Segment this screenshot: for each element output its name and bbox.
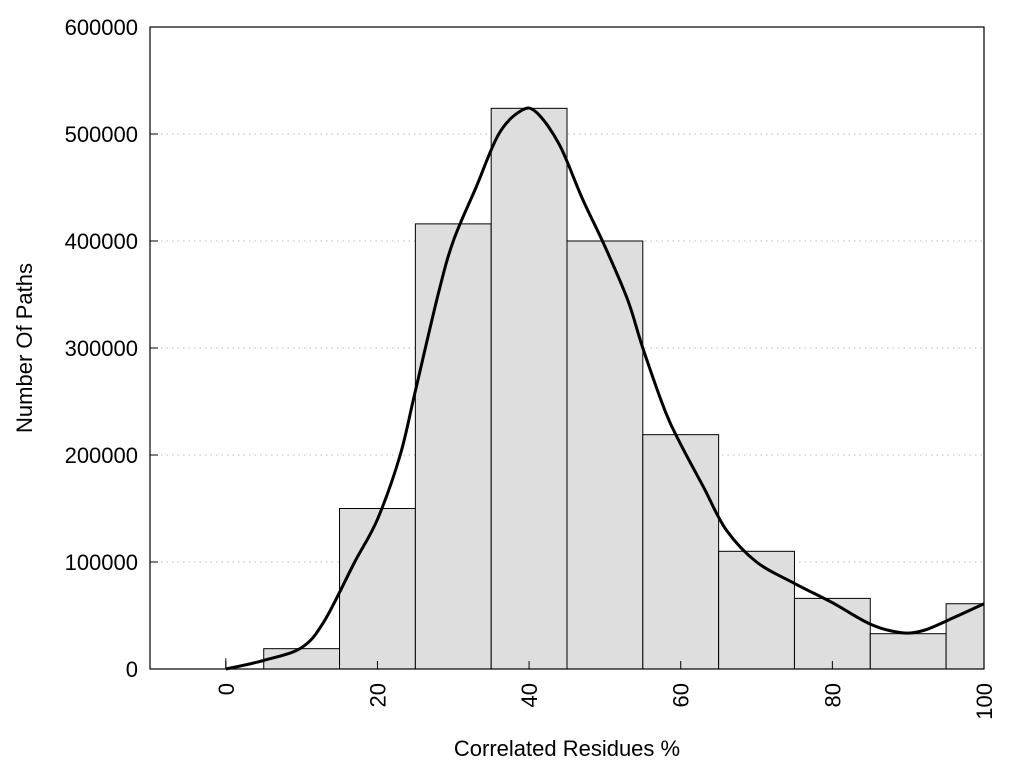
x-axis-label: Correlated Residues % <box>454 736 680 761</box>
x-axis-ticks: 0 20 40 60 80 100 <box>214 661 997 720</box>
density-curve <box>225 106 985 671</box>
bar-60 <box>642 434 720 670</box>
x-tick-label: 60 <box>669 683 694 707</box>
x-tick-label: 0 <box>214 683 239 695</box>
y-tick-label: 100000 <box>65 550 138 575</box>
y-tick-label: 400000 <box>65 229 138 254</box>
y-tick-label: 200000 <box>65 443 138 468</box>
bar-50 <box>566 240 644 670</box>
y-axis-ticks: 0 100000 200000 300000 400000 500000 600000 <box>65 15 158 682</box>
x-tick-label: 20 <box>365 683 390 707</box>
y-tick-label: 600000 <box>65 15 138 40</box>
bar-20 <box>339 508 416 670</box>
grid-lines <box>150 133 984 563</box>
y-tick-label: 500000 <box>65 122 138 147</box>
x-tick-label: 100 <box>972 683 997 720</box>
bar-30 <box>414 223 492 670</box>
y-tick-label: 300000 <box>65 336 138 361</box>
bar-80 <box>793 597 871 670</box>
bar-40 <box>490 107 568 670</box>
bar-90 <box>869 633 947 670</box>
bar-70 <box>718 550 795 670</box>
x-tick-label: 80 <box>820 683 845 707</box>
y-tick-label: 0 <box>126 657 138 682</box>
bars-group <box>225 107 985 670</box>
y-axis-label: Number Of Paths <box>12 263 37 433</box>
bar-100 <box>945 603 985 670</box>
x-tick-label: 40 <box>517 683 542 707</box>
